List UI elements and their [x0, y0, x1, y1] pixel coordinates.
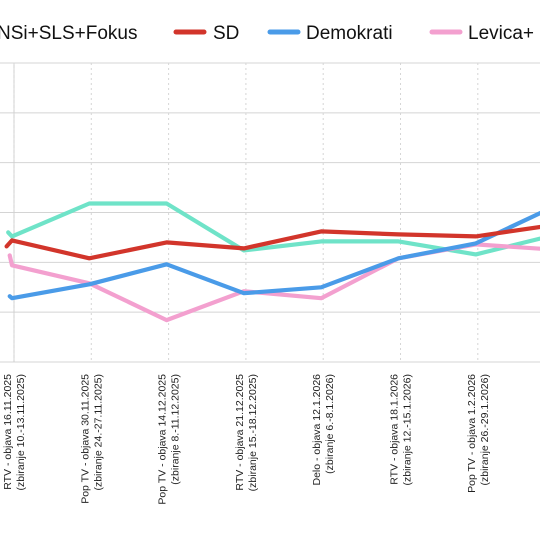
- x-tick-label: RTV - objava 16.11.2025 (zbiranje 10.-13.…: [2, 374, 27, 491]
- x-tick-label: RTV - objava 21.12.2025 (zbiranje 15.-18.…: [234, 374, 259, 491]
- x-tick-text: (zbiranje 8.-11.12.2025): [170, 374, 182, 485]
- x-tick-label: Pop TV - objava 1.2.2026 (zbiranje 26.-29…: [466, 374, 491, 493]
- x-tick-text: (zbiranje 26.-29.1.2026): [479, 374, 491, 486]
- x-tick-text: (zbiranje 12.-15.1.2026): [402, 374, 414, 486]
- x-tick-text: Pop TV - objava 14.12.2025: [157, 374, 169, 505]
- legend-label: SD: [213, 23, 239, 44]
- legend-label: NSi+SLS+Fokus: [0, 23, 137, 44]
- series-lines: [4, 201, 540, 323]
- x-tick-label: Pop TV - objava 30.11.2025 (zbiranje 24.-…: [79, 374, 104, 504]
- series-line-demokrati: [7, 210, 540, 301]
- x-tick-text: Pop TV - objava 1.2.2026: [466, 374, 478, 493]
- x-tick-text: (zbiranje 6.-8.1.2026): [324, 374, 336, 474]
- grid-lines: [0, 62, 540, 363]
- legend: NSi+SLS+Fokus SD Demokrati Levica+: [0, 23, 534, 44]
- x-tick-text: RTV - objava 21.12.2025: [234, 374, 246, 491]
- x-tick-label: Pop TV - objava 14.12.2025 (zbiranje 8.-1…: [157, 374, 182, 505]
- legend-label: Demokrati: [306, 23, 393, 44]
- x-tick-label: RTV - objava 18.1.2026 (zbiranje 12.-15.1…: [389, 374, 414, 486]
- legend-label: Levica+: [468, 23, 534, 44]
- x-tick-text: (zbiranje 24.-27.11.2025): [92, 374, 104, 491]
- x-tick-text: Pop TV - objava 30.11.2025: [79, 374, 91, 504]
- x-tick-label: Delo - objava 12.1.2026 (zbiranje 6.-8.1.…: [311, 374, 336, 486]
- x-tick-text: RTV - objava 18.1.2026: [389, 374, 401, 485]
- x-tick-text: (zbiranje 15.-18.12.2025): [247, 374, 259, 491]
- x-axis-tick-labels: RTV - objava 16.11.2025 (zbiranje 10.-13.…: [2, 374, 491, 505]
- x-tick-text: Delo - objava 12.1.2026: [311, 374, 323, 486]
- x-tick-text: (zbiranje 10.-13.11.2025): [15, 374, 27, 491]
- series-line-sd: [4, 224, 540, 261]
- x-tick-text: RTV - objava 16.11.2025: [2, 374, 14, 490]
